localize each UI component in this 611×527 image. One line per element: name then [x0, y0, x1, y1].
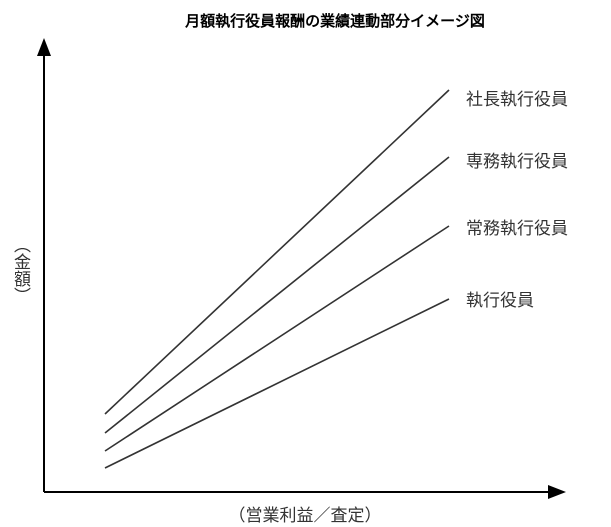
line-managing: [104, 225, 450, 452]
y-axis-arrow-icon: [37, 38, 51, 56]
line-label-managing: 常務執行役員: [466, 219, 568, 239]
line-label-senior-managing: 専務執行役員: [466, 152, 568, 172]
line-senior-managing: [104, 156, 450, 434]
diagram-title: 月額執行役員報酬の業績連動部分イメージ図: [184, 12, 485, 30]
line-executive-officer: [104, 298, 450, 469]
line-president: [104, 89, 450, 415]
x-axis-label: （営業利益／査定）: [229, 506, 382, 526]
y-axis-label: （金額）: [10, 236, 31, 304]
line-label-executive-officer: 執行役員: [466, 291, 534, 311]
y-axis-label-text: （金額）: [10, 236, 31, 304]
line-label-president: 社長執行役員: [466, 90, 568, 110]
x-axis-arrow-icon: [548, 485, 566, 499]
